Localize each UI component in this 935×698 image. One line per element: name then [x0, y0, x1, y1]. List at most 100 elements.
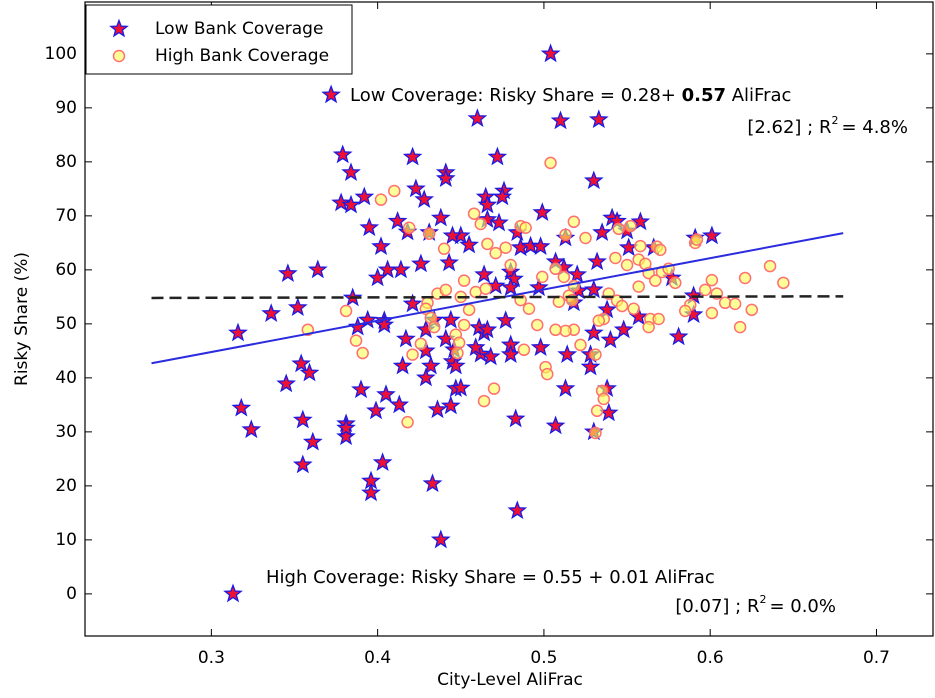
circle-marker	[589, 348, 602, 361]
y-axis-label: Risky Share (%)	[12, 252, 32, 386]
circle-marker	[477, 394, 491, 408]
circle-marker	[479, 282, 492, 296]
star-marker	[387, 210, 408, 230]
star-marker	[530, 337, 551, 356]
annotation: [0.07] ; R2 = 0.0%	[675, 593, 836, 617]
circle-marker	[705, 273, 719, 287]
y-tick-label: 20	[55, 476, 77, 496]
star-marker	[427, 399, 448, 419]
star-marker	[505, 408, 526, 428]
star-marker	[287, 297, 308, 317]
circle-marker	[437, 242, 451, 256]
star-marker	[231, 397, 252, 417]
star-marker	[347, 316, 368, 336]
star-marker	[228, 322, 248, 342]
annotation-part: [2.62] ; R	[747, 117, 831, 138]
star-marker	[442, 225, 463, 245]
star-marker	[500, 344, 521, 363]
x-tick-label: 0.7	[863, 648, 890, 668]
circle-marker	[481, 237, 494, 251]
circle-marker	[698, 283, 712, 297]
star-marker	[396, 328, 416, 348]
star-marker	[341, 194, 361, 214]
circle-marker	[557, 270, 571, 284]
y-tick-label: 0	[66, 584, 77, 604]
y-tick-label: 70	[55, 206, 77, 226]
star-marker	[430, 207, 451, 227]
circle-marker	[531, 318, 544, 332]
star-marker	[291, 353, 311, 373]
star-marker	[372, 452, 393, 472]
circle-marker	[652, 312, 665, 326]
circle-marker	[504, 258, 517, 272]
circle-marker	[374, 193, 388, 206]
star-marker	[440, 395, 461, 415]
star-marker	[377, 259, 398, 279]
star-marker	[376, 384, 396, 403]
star-marker	[307, 259, 328, 279]
y-tick-label: 60	[55, 260, 77, 280]
star-marker	[613, 319, 634, 339]
circle-marker	[544, 156, 557, 170]
y-tick-label: 90	[55, 98, 77, 118]
star-marker	[555, 378, 576, 398]
circle-marker	[549, 262, 562, 276]
star-marker	[406, 178, 426, 198]
star-marker	[402, 146, 423, 166]
star-marker	[480, 346, 501, 366]
star-marker	[588, 109, 609, 129]
star-marker	[276, 373, 297, 393]
y-tick-label: 80	[55, 152, 77, 172]
circle-marker	[624, 219, 637, 233]
star-marker	[583, 322, 604, 342]
circle-marker	[649, 274, 662, 287]
star-marker	[292, 409, 313, 429]
star-marker	[587, 251, 607, 271]
star-marker	[583, 170, 604, 190]
circle-marker	[728, 297, 742, 311]
circle-marker	[690, 233, 704, 246]
star-marker	[357, 309, 378, 329]
star-marker	[341, 162, 361, 182]
star-marker	[450, 377, 471, 397]
circle-marker	[536, 270, 549, 284]
circle-marker	[549, 323, 562, 337]
circle-marker	[467, 207, 481, 220]
circle-marker	[517, 343, 531, 357]
annotation-part: = 4.8%	[841, 117, 908, 138]
star-marker	[492, 186, 513, 206]
star-marker	[557, 344, 578, 363]
star-marker	[402, 293, 423, 313]
star-marker	[292, 454, 313, 474]
legend-box	[85, 4, 353, 75]
star-marker	[336, 426, 356, 446]
circle-marker	[589, 426, 602, 440]
annotation: Low Coverage: Risky Share = 0.28+ 0.57 A…	[350, 85, 791, 106]
star-marker	[367, 267, 388, 287]
y-tick-label: 10	[55, 530, 77, 550]
circle-marker	[627, 302, 640, 315]
circle-marker	[615, 299, 629, 313]
circle-marker	[705, 306, 719, 320]
star-marker	[550, 110, 571, 130]
star-marker	[495, 310, 516, 329]
star-marker	[389, 394, 410, 414]
star-marker	[421, 355, 441, 375]
circle-marker	[451, 346, 464, 360]
star-marker	[597, 299, 617, 319]
star-marker	[507, 500, 528, 520]
circle-marker	[401, 415, 414, 429]
circle-marker	[487, 382, 501, 395]
circle-marker	[406, 348, 419, 361]
star-marker	[371, 236, 391, 255]
star-marker	[465, 337, 486, 356]
star-marker	[374, 314, 395, 334]
star-marker	[439, 252, 459, 272]
star-marker	[532, 202, 553, 221]
star-marker	[361, 482, 381, 502]
annotation: [2.62] ; R2 = 4.8%	[747, 114, 908, 138]
star-marker	[416, 367, 436, 387]
annotation-part: 0.57	[682, 85, 726, 106]
star-marker	[241, 419, 262, 439]
annotation: High Coverage: Risky Share = 0.55 + 0.01…	[266, 567, 715, 588]
